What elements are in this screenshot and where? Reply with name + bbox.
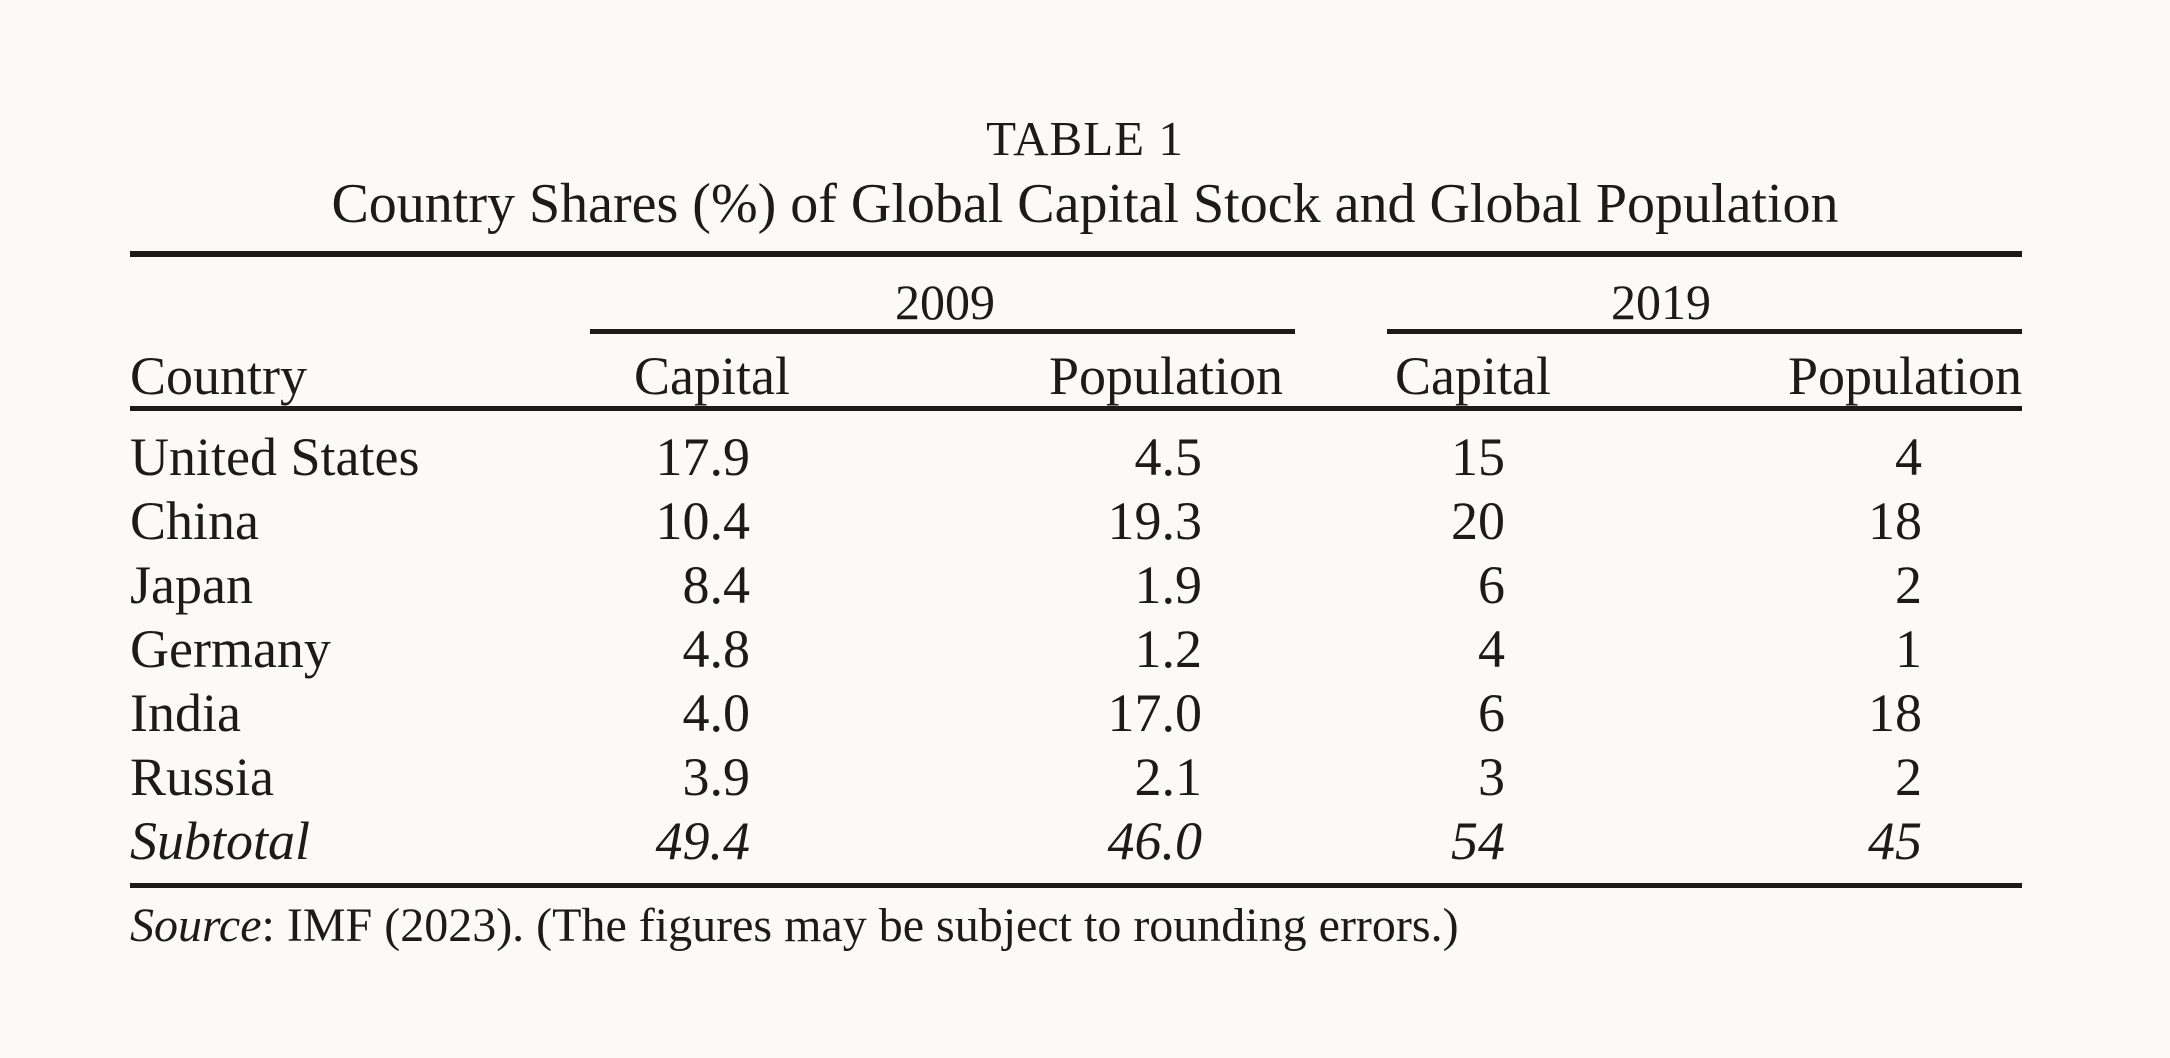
- cell-country: Russia: [130, 747, 275, 807]
- cell-population-2009: 19.3: [1107, 491, 1203, 551]
- cell-population-2009: 4.5: [1134, 427, 1203, 487]
- cell-population-2009: 1.2: [1134, 619, 1203, 679]
- source-text: : IMF (2023). (The figures may be subjec…: [261, 899, 1459, 952]
- column-header-capital-2019: Capital: [1300, 334, 1600, 411]
- year-group-2019: 2019: [1300, 254, 2022, 334]
- column-header-country: Country: [130, 334, 590, 411]
- table-row: United States 17.9 4.5 15 4: [130, 409, 2022, 490]
- table-number: TABLE 1: [986, 111, 1184, 166]
- cell-population-2019: 1: [1895, 619, 1922, 679]
- table-row: India 4.0 17.0 6 18: [130, 681, 2022, 745]
- table-row-subtotal: Subtotal 49.4 46.0 54 45: [130, 809, 2022, 888]
- cell-capital-2019: 20: [1451, 491, 1505, 551]
- cell-country: Subtotal: [130, 809, 590, 888]
- column-header-population-2009: Population: [815, 334, 1300, 411]
- cell-capital-2019: 6: [1478, 555, 1505, 615]
- year-spacer: [130, 254, 590, 334]
- cell-capital-2009: 10.4: [655, 491, 751, 551]
- cell-country: Germany: [130, 619, 331, 679]
- table-row: Russia 3.9 2.1 3 2: [130, 745, 2022, 809]
- column-header-population-2019: Population: [1600, 334, 2022, 411]
- year-group-2009: 2009: [590, 254, 1300, 334]
- year-label-2009: 2009: [895, 274, 995, 330]
- cell-capital-2009: 3.9: [682, 747, 751, 807]
- cell-population-2019: 2: [1895, 555, 1922, 615]
- cell-capital-2009: 49.4: [590, 809, 815, 888]
- year-label-2019: 2019: [1611, 274, 1711, 330]
- column-header-row: Country Capital Population Capital Popul…: [130, 334, 2022, 411]
- cell-population-2019: 45: [1600, 809, 2022, 888]
- cell-population-2009: 1.9: [1134, 555, 1203, 615]
- cell-capital-2019: 4: [1478, 619, 1505, 679]
- cell-population-2009: 46.0: [815, 809, 1300, 888]
- cell-country: Japan: [130, 555, 253, 615]
- cell-country: India: [130, 683, 241, 743]
- table-title: Country Shares (%) of Global Capital Sto…: [331, 173, 1839, 235]
- table-row: China 10.4 19.3 20 18: [130, 489, 2022, 553]
- year-spanner-row: 2009 2019: [130, 254, 2022, 334]
- column-header-capital-2009: Capital: [590, 334, 815, 411]
- cell-capital-2019: 6: [1478, 683, 1505, 743]
- cell-capital-2009: 8.4: [682, 555, 751, 615]
- table-row: Japan 8.4 1.9 6 2: [130, 553, 2022, 617]
- cell-capital-2019: 15: [1451, 427, 1505, 487]
- table-row: Germany 4.8 1.2 4 1: [130, 617, 2022, 681]
- source-label: Source: [130, 899, 262, 952]
- cell-population-2019: 2: [1895, 747, 1922, 807]
- cell-population-2019: 18: [1868, 683, 1922, 743]
- spanner-rule-2009: [590, 329, 1295, 334]
- cell-population-2019: 4: [1895, 427, 1922, 487]
- cell-population-2009: 2.1: [1134, 747, 1203, 807]
- cell-capital-2009: 17.9: [655, 427, 751, 487]
- cell-capital-2009: 4.0: [682, 683, 751, 743]
- spanner-rule-2019: [1387, 329, 2022, 334]
- cell-capital-2009: 4.8: [682, 619, 751, 679]
- data-table: 2009 2019 Country Capital Population Cap…: [130, 251, 2022, 888]
- cell-population-2009: 17.0: [1107, 683, 1203, 743]
- cell-country: China: [130, 491, 259, 551]
- cell-population-2019: 18: [1868, 491, 1922, 551]
- cell-capital-2019: 54: [1300, 809, 1600, 888]
- cell-country: United States: [130, 427, 420, 487]
- source-note: Source: IMF (2023). (The figures may be …: [130, 898, 2170, 954]
- cell-capital-2019: 3: [1478, 747, 1505, 807]
